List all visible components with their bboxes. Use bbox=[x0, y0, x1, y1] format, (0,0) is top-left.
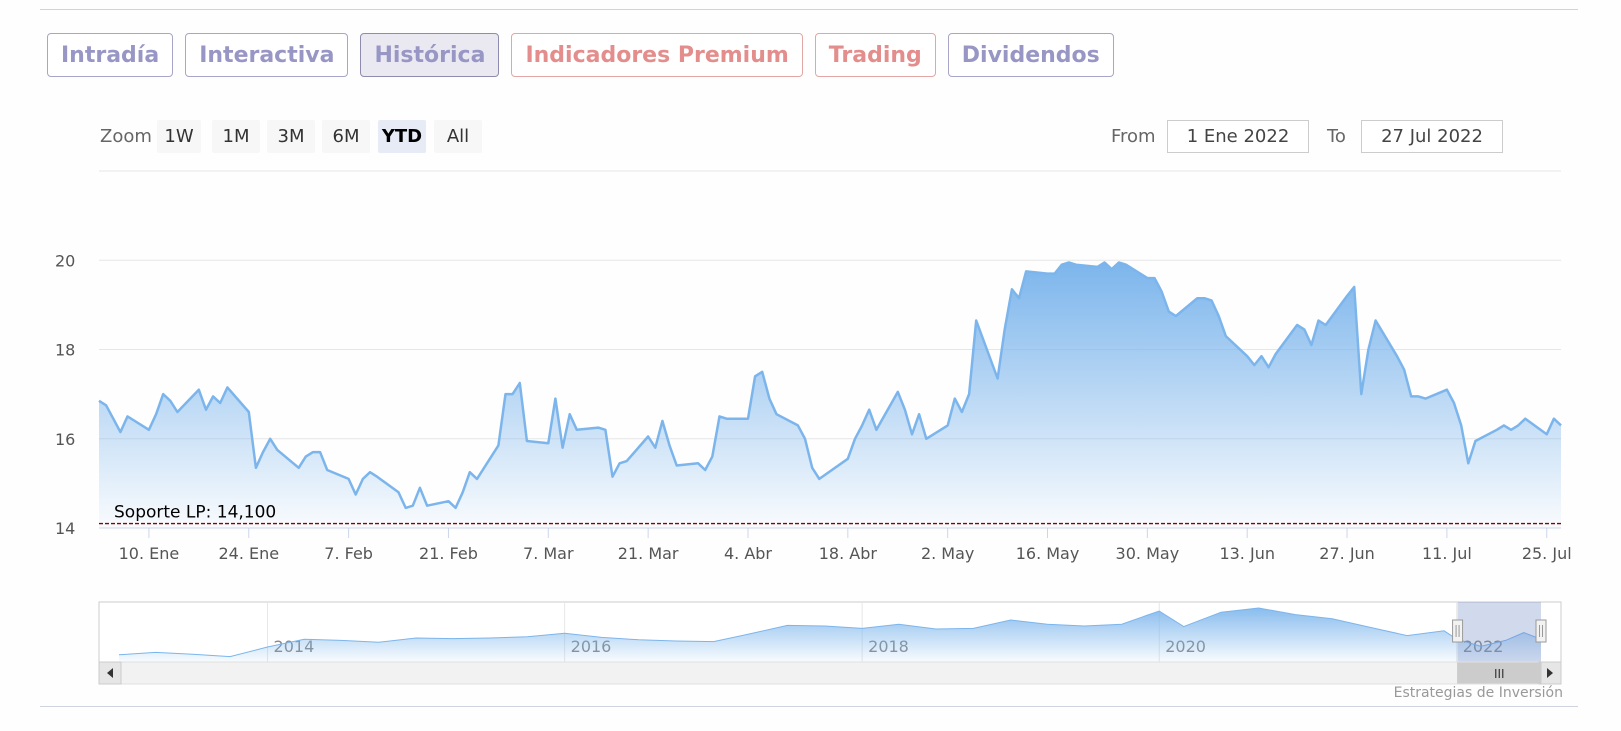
handle-body bbox=[1452, 619, 1464, 643]
zoom-1m-button[interactable]: 1M bbox=[212, 120, 260, 153]
scrollbar-track bbox=[98, 661, 1562, 685]
zoom-3m-button[interactable]: 3M bbox=[267, 120, 315, 153]
price-series bbox=[98, 261, 1562, 528]
scrollbar-grip: III bbox=[1494, 667, 1505, 681]
tab-indicadores-premium[interactable]: Indicadores Premium bbox=[511, 33, 803, 77]
x-tick-label: 18. Abr bbox=[819, 544, 878, 563]
tab-interactiva[interactable]: Interactiva bbox=[185, 33, 349, 77]
bottom-divider bbox=[40, 706, 1578, 707]
support-line: Soporte LP: 14,100 bbox=[99, 503, 1561, 525]
zoom-1w-button[interactable]: 1W bbox=[157, 120, 201, 153]
y-tick-label: 20 bbox=[55, 251, 75, 270]
x-tick-label: 7. Mar bbox=[523, 544, 574, 563]
tab-intradia[interactable]: Intradía bbox=[47, 33, 174, 77]
handle-body bbox=[1535, 619, 1547, 643]
tab-trading[interactable]: Trading bbox=[814, 33, 936, 77]
x-tick-label: 4. Abr bbox=[724, 544, 772, 563]
x-tick-label: 7. Feb bbox=[324, 544, 373, 563]
navigator-line bbox=[118, 607, 1542, 658]
to-date-input[interactable]: 27 Jul 2022 bbox=[1361, 120, 1503, 153]
support-label: Soporte LP: 14,100 bbox=[114, 503, 276, 523]
to-label: To bbox=[1327, 126, 1346, 147]
arrow-right-icon bbox=[1547, 668, 1553, 678]
x-tick-label: 13. Jun bbox=[1219, 544, 1275, 563]
x-axis: 10. Ene 24. Ene 7. Feb 21. Feb 7. Mar 21. Mar… bbox=[99, 527, 1572, 563]
arrow-left-icon bbox=[107, 668, 113, 678]
x-tick-label: 16. May bbox=[1016, 544, 1080, 563]
credit-text: Estrategias de Inversión bbox=[1393, 685, 1563, 701]
navigator-selected-window bbox=[1457, 602, 1541, 662]
top-divider bbox=[40, 9, 1578, 10]
x-tick-label: 24. Ene bbox=[218, 544, 279, 563]
zoom-all-button[interactable]: All bbox=[434, 120, 482, 153]
navigator-left-handle[interactable] bbox=[1452, 619, 1464, 643]
zoom-ytd-button[interactable]: YTD bbox=[378, 120, 426, 153]
x-tick-label: 21. Feb bbox=[419, 544, 478, 563]
zoom-6m-button[interactable]: 6M bbox=[322, 120, 370, 153]
from-label: From bbox=[1111, 126, 1156, 147]
x-tick-label: 25. Jul bbox=[1522, 544, 1572, 563]
tab-historica[interactable]: Histórica bbox=[360, 33, 500, 77]
navigator-right-handle[interactable] bbox=[1535, 619, 1547, 643]
navigator[interactable]: 20142016201820202022III bbox=[98, 601, 1562, 685]
series-area bbox=[99, 262, 1561, 528]
x-tick-label: 2. May bbox=[921, 544, 974, 563]
scrollbar-thumb[interactable] bbox=[1457, 662, 1542, 684]
y-axis: 14 16 18 20 bbox=[55, 251, 75, 538]
from-date-input[interactable]: 1 Ene 2022 bbox=[1167, 120, 1309, 153]
chart-tabs: Intradía Interactiva Histórica Indicador… bbox=[47, 33, 1114, 79]
zoom-label: Zoom bbox=[100, 126, 152, 147]
series-line bbox=[98, 261, 1562, 510]
y-tick-label: 14 bbox=[55, 519, 75, 538]
x-tick-label: 10. Ene bbox=[119, 544, 180, 563]
x-tick-label: 11. Jul bbox=[1422, 544, 1472, 563]
y-tick-label: 18 bbox=[55, 341, 75, 360]
navigator-area bbox=[119, 608, 1541, 662]
x-tick-label: 21. Mar bbox=[618, 544, 679, 563]
x-tick-label: 30. May bbox=[1116, 544, 1180, 563]
x-tick-label: 27. Jun bbox=[1319, 544, 1375, 563]
tab-dividendos[interactable]: Dividendos bbox=[947, 33, 1114, 77]
y-tick-label: 16 bbox=[55, 430, 75, 449]
